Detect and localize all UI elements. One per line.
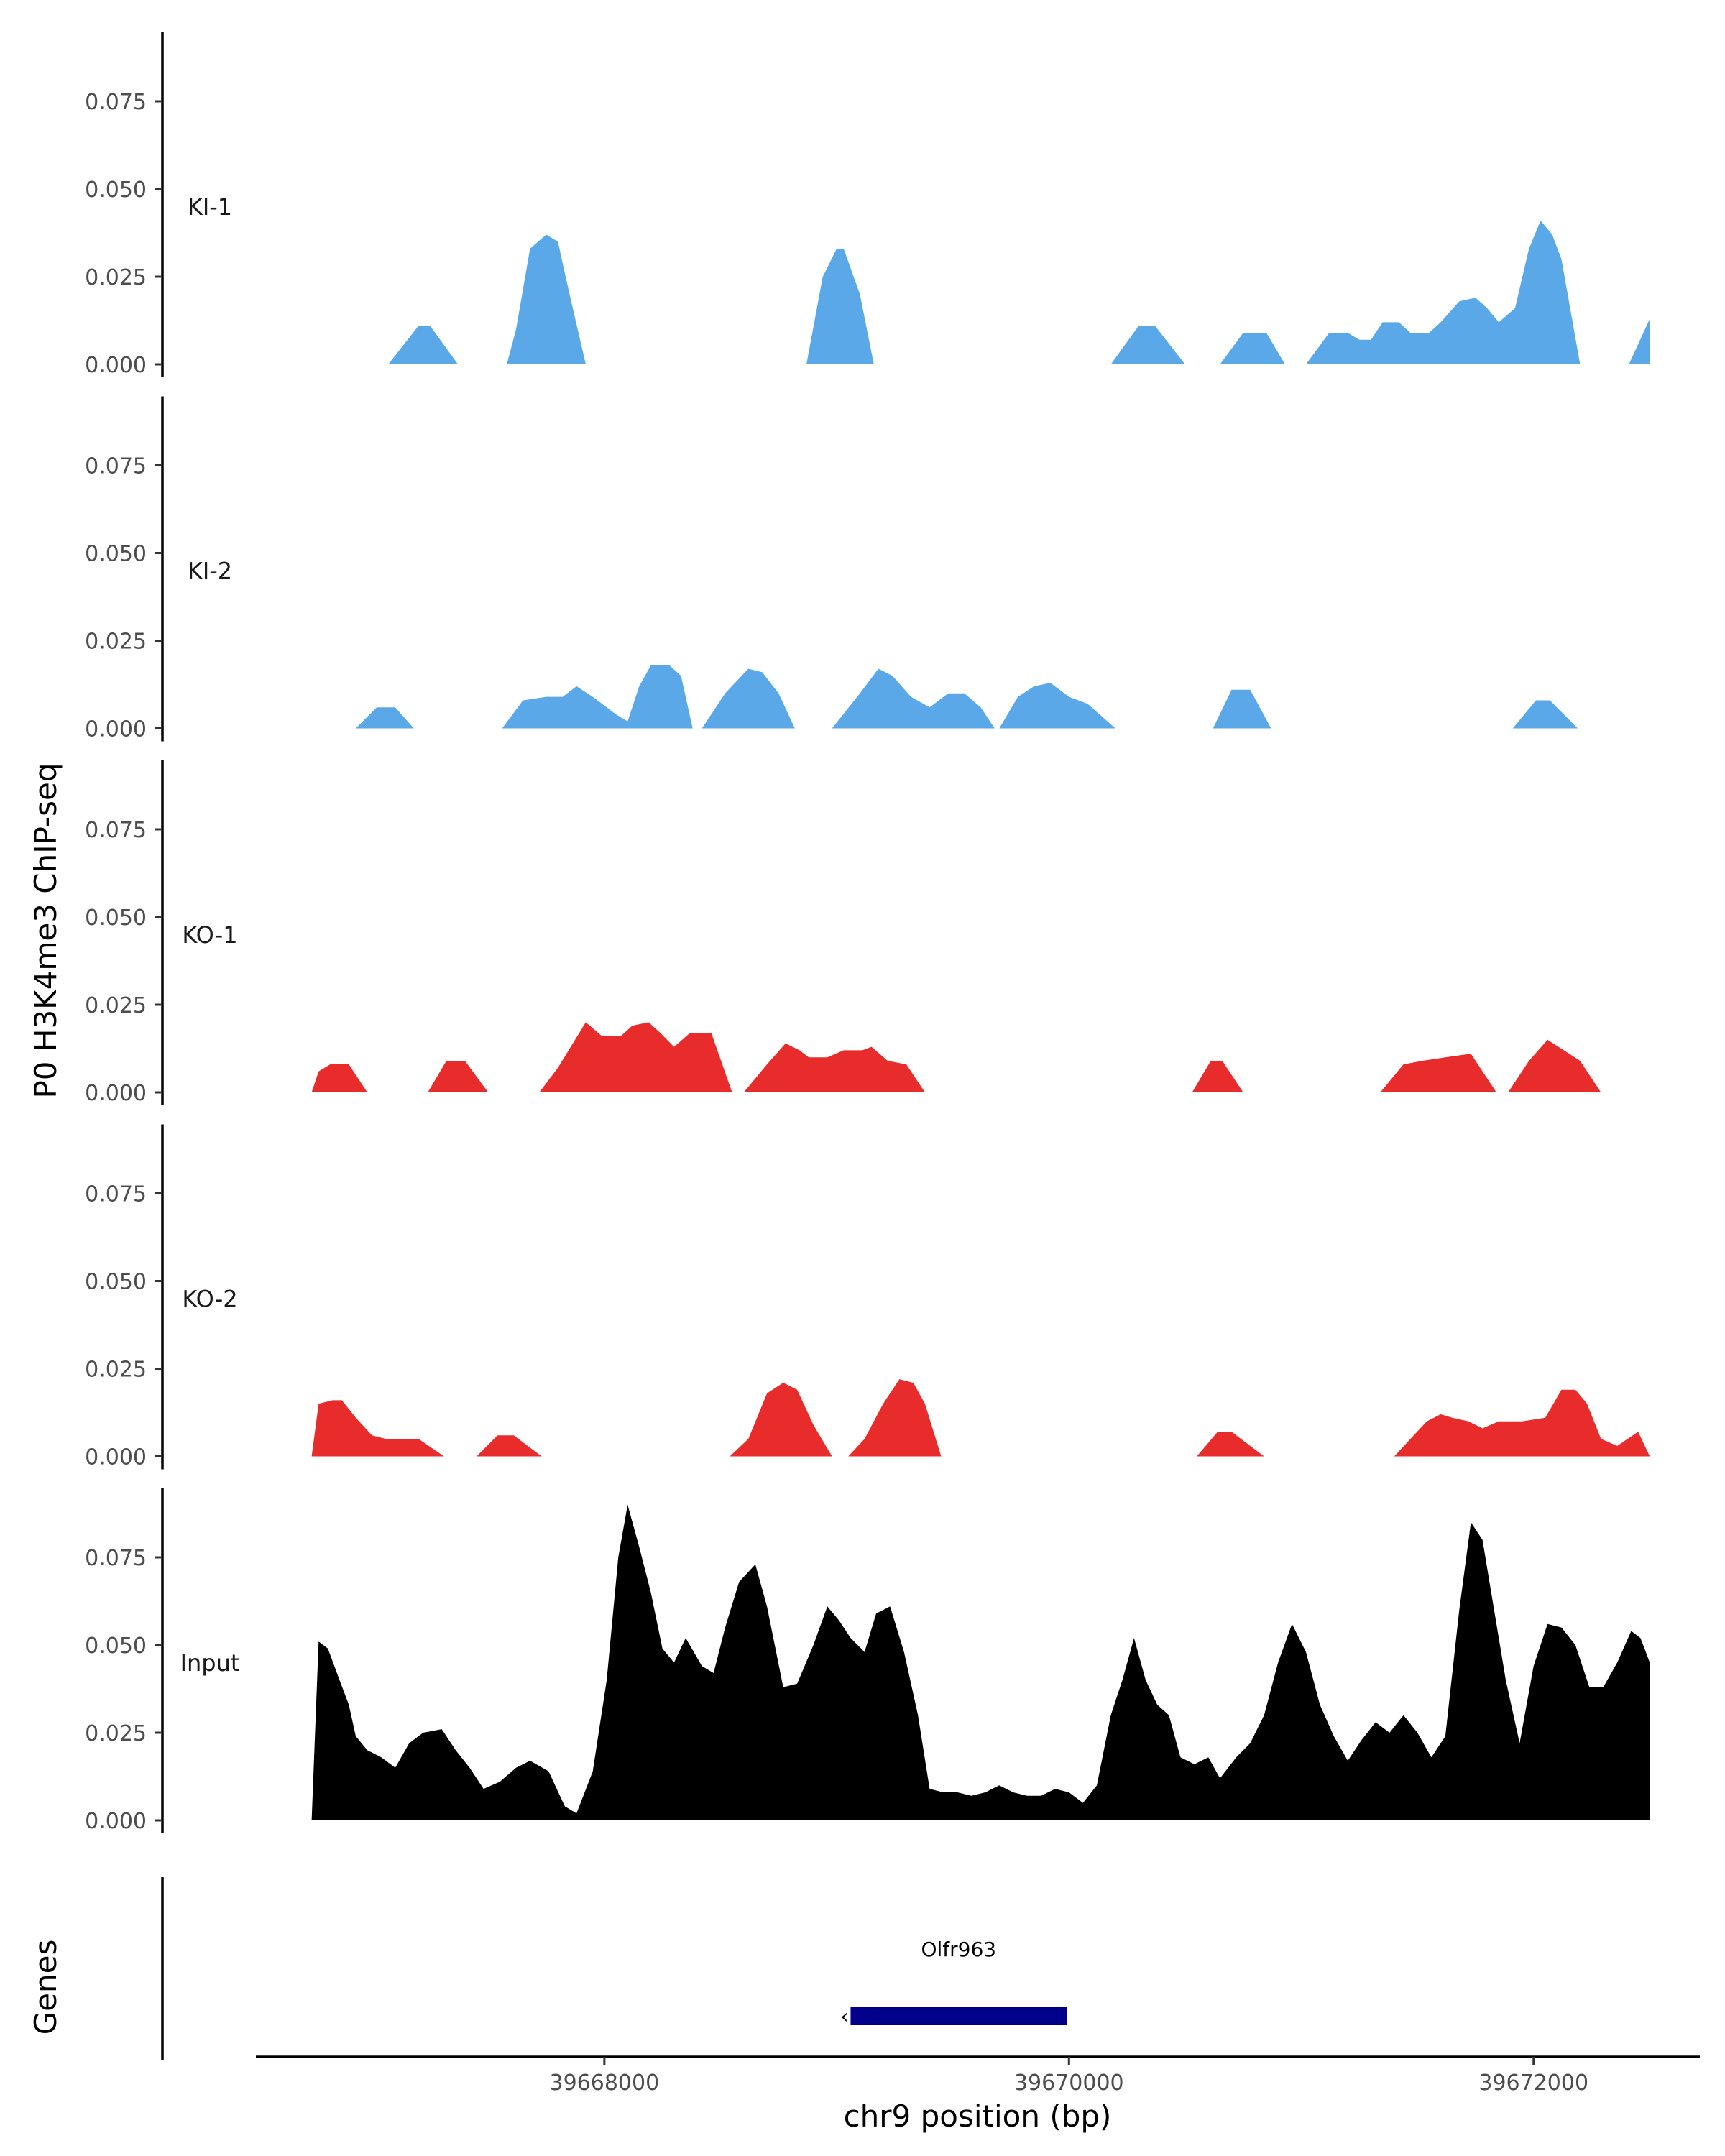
- gene-strand-arrow-icon: ‹: [840, 2004, 848, 2028]
- y-tick-label-ko-1: 0.050: [85, 906, 147, 931]
- y-tick-label-ki-2: 0.000: [85, 717, 147, 742]
- track-panel-ki-2: 0.000 0.025 0.050 0.075 KI-2: [85, 396, 1578, 742]
- y-axis-title: P0 H3K4me3 ChIP-seq: [28, 763, 63, 1098]
- y-tick-label-input: 0.000: [85, 1809, 147, 1834]
- coverage-area-ki-1: [1306, 220, 1581, 364]
- track-label-ki-2: KI-2: [188, 558, 232, 585]
- tracks-layer: 0.0000.0250.0500.075KI-10.0000.0250.0500…: [85, 32, 1650, 1834]
- track-panel-ki-1: 0.000 0.025 0.050 0.075 KI-1: [85, 32, 1650, 378]
- coverage-area-ki-1: [1220, 333, 1285, 364]
- coverage-area-ko-2: [477, 1435, 542, 1457]
- coverage-area-ko-1: [743, 1043, 925, 1092]
- y-tick-label-ki-2: 0.050: [85, 542, 147, 567]
- coverage-area-ki-2: [702, 668, 795, 729]
- x-axis-title: chr9 position (bp): [844, 2099, 1112, 2134]
- coverage-area-ki-2: [832, 668, 995, 729]
- coverage-area-ko-2: [848, 1379, 942, 1457]
- x-axis: 39668000 39670000 39672000: [256, 2055, 1700, 2096]
- coverage-area-ki-1: [388, 326, 459, 364]
- y-tick-label-ki-2: 0.025: [85, 630, 147, 655]
- track-label-input: Input: [180, 1649, 240, 1677]
- coverage-area-ko-2: [730, 1383, 832, 1457]
- y-tick-label-input: 0.025: [85, 1721, 147, 1746]
- y-tick-label-input: 0.075: [85, 1546, 147, 1571]
- y-tick-label-ki-1: 0.000: [85, 353, 147, 378]
- x-tick-label: 39670000: [1014, 2070, 1124, 2096]
- gene-label: Olfr963: [921, 1938, 996, 1961]
- y-tick-label-ko-1: 0.000: [85, 1081, 147, 1106]
- coverage-area-ki-2: [999, 683, 1116, 729]
- coverage-area-ko-1: [311, 1064, 368, 1092]
- y-tick-label-ko-2: 0.075: [85, 1182, 147, 1207]
- coverage-area-ki-1: [507, 234, 586, 364]
- y-tick-label-ko-2: 0.025: [85, 1358, 147, 1383]
- y-tick-label-ki-2: 0.075: [85, 454, 147, 479]
- y-tick-label-ko-1: 0.075: [85, 818, 147, 843]
- coverage-area-ko-1: [1380, 1054, 1496, 1092]
- coverage-area-ko-1: [428, 1061, 489, 1092]
- coverage-area-ki-1: [1110, 326, 1185, 364]
- coverage-area-ko-1: [539, 1022, 732, 1092]
- coverage-area-ki-2: [502, 665, 693, 729]
- track-panel-ko-1: 0.000 0.025 0.050 0.075 KO-1: [85, 760, 1601, 1106]
- track-label-ko-2: KO-2: [182, 1286, 237, 1313]
- y-tick-label-ki-1: 0.025: [85, 265, 147, 290]
- coverage-area-ko-1: [1192, 1061, 1243, 1092]
- y-tick-label-ko-1: 0.025: [85, 993, 147, 1018]
- genes-panel: ‹ Olfr963: [161, 1877, 1067, 2060]
- y-tick-label-input: 0.050: [85, 1634, 147, 1659]
- coverage-area-ko-2: [311, 1400, 444, 1457]
- track-label-ko-1: KO-1: [182, 921, 237, 949]
- track-label-ki-1: KI-1: [188, 193, 232, 221]
- coverage-area-ki-2: [1213, 689, 1271, 729]
- coverage-area-ki-1: [1629, 318, 1650, 364]
- gene-body: [850, 2007, 1067, 2025]
- coverage-area-input: [311, 1504, 1650, 1820]
- y-tick-label-ko-2: 0.050: [85, 1270, 147, 1295]
- y-tick-label-ki-1: 0.050: [85, 178, 147, 203]
- track-panel-ko-2: 0.000 0.025 0.050 0.075 KO-2: [85, 1124, 1650, 1470]
- y-tick-label-ko-2: 0.000: [85, 1445, 147, 1470]
- coverage-area-ko-1: [1508, 1039, 1601, 1092]
- coverage-area-ki-1: [806, 249, 874, 364]
- coverage-area-ki-2: [356, 707, 414, 729]
- y-tick-label-ki-1: 0.075: [85, 90, 147, 115]
- x-tick-label: 39672000: [1478, 2070, 1588, 2096]
- coverage-area-ko-2: [1197, 1432, 1264, 1457]
- x-tick-label: 39668000: [549, 2070, 659, 2096]
- track-panel-input: 0.000 0.025 0.050 0.075 Input: [85, 1488, 1650, 1834]
- genes-panel-title: Genes: [28, 1940, 63, 2035]
- coverage-area-ko-2: [1394, 1389, 1650, 1457]
- coverage-area-ki-2: [1512, 700, 1578, 729]
